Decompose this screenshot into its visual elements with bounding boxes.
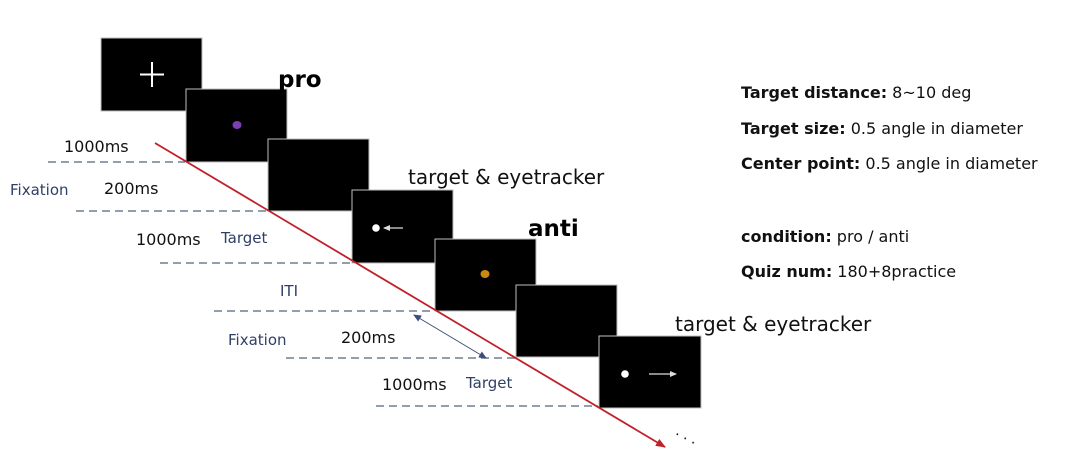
condition-label-anti: anti xyxy=(528,216,579,242)
info-center-point-label: Center point: xyxy=(741,154,860,173)
condition-label-pro: pro xyxy=(278,67,322,93)
target-dot xyxy=(372,224,380,232)
target-dot xyxy=(621,370,629,378)
timeline-arrow xyxy=(154,142,666,448)
info-target-size-label: Target size: xyxy=(741,119,846,138)
pro-target-duration: 1000ms xyxy=(136,230,201,249)
pro-cue-dot xyxy=(232,121,242,129)
anti-fixation-label: Fixation xyxy=(228,331,287,349)
info-quiz-num-label: Quiz num: xyxy=(741,262,832,281)
anti-gap-duration: 200ms xyxy=(341,328,395,347)
info-target-size: Target size: 0.5 angle in diameter xyxy=(741,119,1023,138)
info-quiz-num: Quiz num: 180+8practice xyxy=(741,262,956,281)
anti-iti-label: ITI xyxy=(280,282,298,300)
plus-icon xyxy=(140,62,164,87)
anti-cue-dot xyxy=(480,270,490,278)
pro-fixation-label: Fixation xyxy=(10,181,69,199)
pro-target-label: Target xyxy=(220,229,268,247)
pro-fixation-duration: 1000ms xyxy=(64,137,129,156)
info-target-distance: Target distance: 8~10 deg xyxy=(741,83,971,102)
info-quiz-num-value: 180+8practice xyxy=(832,262,956,281)
anti-target-duration: 1000ms xyxy=(382,375,447,394)
info-center-point: Center point: 0.5 angle in diameter xyxy=(741,154,1038,173)
info-condition: condition: pro / anti xyxy=(741,227,909,246)
anti-target-label: Target xyxy=(465,374,513,392)
info-condition-value: pro / anti xyxy=(832,227,909,246)
stage-label-anti-target: target & eyetracker xyxy=(675,312,872,336)
info-center-point-value: 0.5 angle in diameter xyxy=(860,154,1038,173)
screen-target-anti xyxy=(598,335,702,409)
info-target-distance-label: Target distance: xyxy=(741,83,887,102)
continuation-ellipsis: . . . xyxy=(673,423,700,448)
pro-gap-duration: 200ms xyxy=(104,179,158,198)
info-condition-label: condition: xyxy=(741,227,832,246)
gap-interval-arrow xyxy=(413,314,487,359)
screen-fixation-pro xyxy=(100,37,203,112)
stage-label-pro-target: target & eyetracker xyxy=(408,165,605,189)
parameter-info-block: Target distance: 8~10 deg Target size: 0… xyxy=(741,83,1038,281)
info-target-distance-value: 8~10 deg xyxy=(887,83,971,102)
info-target-size-value: 0.5 angle in diameter xyxy=(846,119,1024,138)
